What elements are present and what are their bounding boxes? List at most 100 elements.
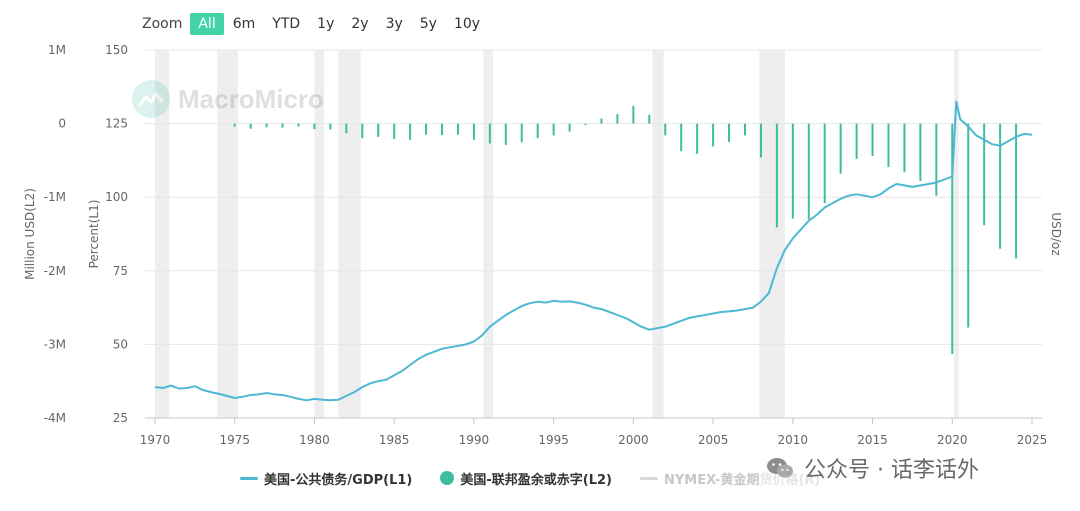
x-tick-label: 2015 bbox=[857, 433, 888, 447]
deficit-bar bbox=[775, 123, 778, 228]
deficit-bar bbox=[632, 105, 635, 124]
y-axis-l2-title: Million USD(L2) bbox=[23, 188, 37, 280]
deficit-bar bbox=[919, 123, 922, 182]
deficit-bar bbox=[616, 114, 619, 124]
recession-band bbox=[314, 50, 325, 418]
debt-to-gdp-line bbox=[154, 100, 1033, 402]
deficit-bar bbox=[504, 123, 507, 145]
recession-band bbox=[217, 50, 238, 418]
deficit-bar bbox=[839, 123, 842, 174]
gridlines bbox=[145, 49, 1042, 419]
y-tick-label-l2: -1M bbox=[44, 190, 66, 204]
deficit-bar bbox=[1015, 123, 1018, 259]
zoom-button-10y[interactable]: 10y bbox=[453, 16, 481, 32]
deficit-bar bbox=[393, 123, 396, 140]
recession-band bbox=[483, 50, 494, 418]
deficit-bar bbox=[999, 123, 1002, 249]
deficit-bar bbox=[728, 123, 731, 142]
y-tick-label-l2: 0 bbox=[58, 117, 66, 131]
deficit-bar bbox=[265, 123, 268, 128]
deficit-bar bbox=[951, 123, 954, 354]
y-tick-label-l2: -3M bbox=[44, 337, 66, 351]
zoom-bar: Zoom All 6m YTD 1y 2y 3y 5y 10y bbox=[142, 12, 489, 36]
recession-band bbox=[953, 50, 959, 418]
y-tick-label-l2: -2M bbox=[44, 264, 66, 278]
deficit-bar bbox=[807, 123, 810, 220]
deficit-bar bbox=[456, 123, 459, 135]
deficit-bars bbox=[233, 105, 1018, 354]
zoom-button-3y[interactable]: 3y bbox=[385, 16, 403, 32]
deficit-bar bbox=[488, 123, 491, 144]
x-tick-label: 2005 bbox=[698, 433, 729, 447]
axes: 150 1M 125 0 100 -1M 75 -2M 50 -3M 25 -4M 1970 1975 19… bbox=[44, 43, 1048, 447]
recession-band bbox=[155, 50, 170, 418]
y-axis-l1-title: Percent(L1) bbox=[87, 200, 101, 269]
recession-band bbox=[759, 50, 785, 418]
zoom-button-all[interactable]: All bbox=[190, 13, 224, 35]
deficit-bar bbox=[600, 118, 603, 124]
deficit-bar bbox=[441, 123, 444, 136]
zoom-button-2y[interactable]: 2y bbox=[351, 16, 369, 32]
legend-label: 美国-公共债务/GDP(L1) bbox=[264, 472, 413, 488]
deficit-bar bbox=[297, 123, 300, 127]
macromicro-watermark-text: MacroMicro bbox=[178, 83, 324, 114]
y-tick-label-l2: 1M bbox=[48, 43, 66, 57]
y-tick-label-l1: 75 bbox=[113, 264, 128, 278]
x-tick-label: 1970 bbox=[140, 433, 171, 447]
deficit-bar bbox=[552, 123, 555, 136]
deficit-bar bbox=[712, 123, 715, 147]
deficit-bar bbox=[584, 123, 587, 126]
recession-band bbox=[338, 50, 361, 418]
y-tick-label-l2: -4M bbox=[44, 411, 66, 425]
deficit-bar bbox=[887, 123, 890, 168]
zoom-button-1y[interactable]: 1y bbox=[317, 16, 335, 32]
deficit-bar bbox=[536, 123, 539, 139]
deficit-bar bbox=[472, 123, 475, 140]
debt-to-gdp-series-line bbox=[154, 100, 1033, 402]
zoom-label: Zoom bbox=[142, 16, 183, 32]
legend-label: 美国-联邦盈余或赤字(L2) bbox=[460, 472, 612, 488]
deficit-bar bbox=[664, 123, 667, 136]
x-tick-label: 1985 bbox=[379, 433, 410, 447]
zoom-button-5y[interactable]: 5y bbox=[419, 16, 437, 32]
deficit-bar bbox=[871, 123, 874, 156]
legend-item-debt-gdp[interactable]: 美国-公共债务/GDP(L1) bbox=[240, 469, 412, 488]
chart-legend: 美国-公共债务/GDP(L1) 美国-联邦盈余或赤字(L2) NYMEX-黄金期… bbox=[240, 466, 848, 490]
deficit-bar bbox=[967, 123, 970, 328]
macromicro-watermark: MacroMicro bbox=[132, 80, 324, 118]
x-tick-label: 2020 bbox=[937, 433, 968, 447]
deficit-bar bbox=[313, 123, 316, 130]
deficit-bar bbox=[696, 123, 699, 154]
deficit-bar bbox=[377, 123, 380, 137]
deficit-bar bbox=[743, 123, 746, 136]
legend-item-federal-deficit[interactable]: 美国-联邦盈余或赤字(L2) bbox=[440, 469, 612, 488]
deficit-bar bbox=[409, 123, 412, 140]
deficit-bar bbox=[249, 123, 252, 129]
deficit-bar bbox=[648, 114, 651, 124]
deficit-bar bbox=[759, 123, 762, 158]
zoom-button-6m[interactable]: 6m bbox=[232, 16, 256, 32]
deficit-bar bbox=[568, 123, 571, 132]
y-axis-right-title: USD/oz bbox=[1049, 212, 1063, 255]
zoom-button-ytd[interactable]: YTD bbox=[272, 16, 301, 32]
y-tick-label-l1: 150 bbox=[105, 43, 128, 57]
y-tick-label-l1: 50 bbox=[113, 337, 128, 351]
deficit-bar bbox=[520, 123, 523, 143]
deficit-bar bbox=[361, 123, 364, 139]
x-tick-label: 2010 bbox=[778, 433, 809, 447]
x-tick-label: 1990 bbox=[459, 433, 490, 447]
deficit-bar bbox=[983, 123, 986, 226]
x-tick-label: 1975 bbox=[219, 433, 250, 447]
y-tick-label-l1: 125 bbox=[105, 117, 128, 131]
wechat-account-watermark: 公众号 · 话李话外 bbox=[760, 450, 985, 486]
deficit-bar bbox=[345, 123, 348, 134]
wechat-account-text: 公众号 · 话李话外 bbox=[804, 458, 979, 483]
deficit-bar bbox=[233, 123, 236, 127]
recession-bands bbox=[155, 50, 959, 418]
deficit-bar bbox=[281, 123, 284, 128]
x-tick-label: 1995 bbox=[538, 433, 569, 447]
deficit-bar bbox=[680, 123, 683, 152]
macromicro-logo-icon bbox=[132, 80, 170, 118]
